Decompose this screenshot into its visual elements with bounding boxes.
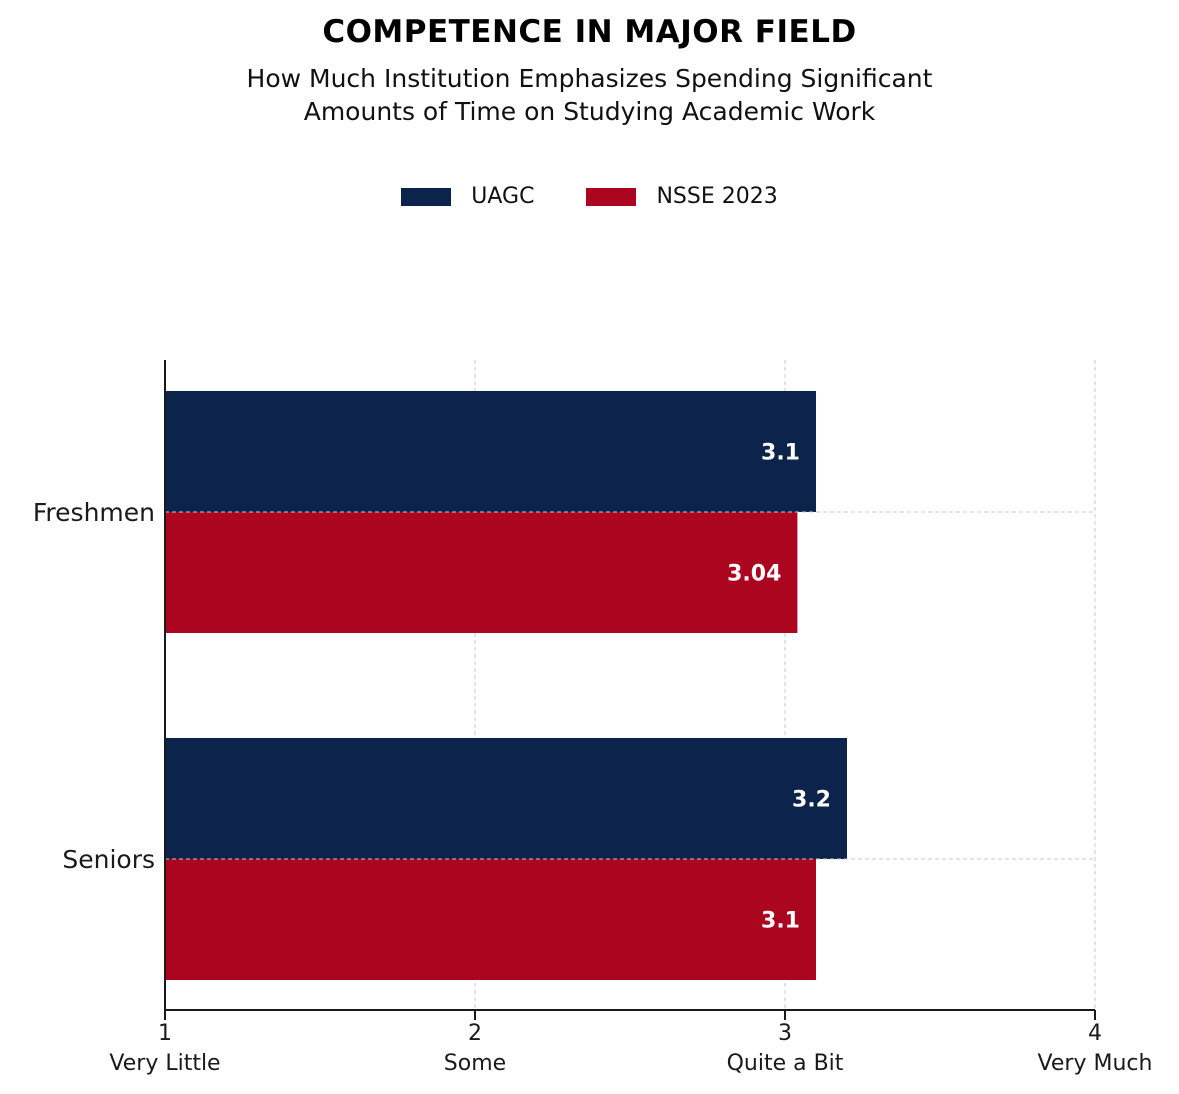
chart-legend: UAGC NSSE 2023	[0, 184, 1179, 209]
bar-nsse-2023-freshmen	[165, 512, 798, 633]
bar-uagc-seniors	[165, 738, 847, 859]
chart-title: COMPETENCE IN MAJOR FIELD	[322, 14, 857, 50]
chart-subtitle: How Much Institution Emphasizes Spending…	[0, 62, 1179, 128]
bar-nsse-2023-seniors	[165, 859, 816, 980]
x-tick-label: 3	[778, 1021, 792, 1046]
data-label: 3.1	[761, 441, 800, 466]
bar-uagc-freshmen	[165, 391, 816, 512]
data-label: 3.04	[727, 562, 781, 587]
data-label: 3.2	[792, 788, 831, 813]
x-tick-sublabel: Some	[444, 1051, 506, 1076]
subtitle-line-1: How Much Institution Emphasizes Spending…	[246, 64, 933, 93]
x-tick-label: 1	[158, 1021, 172, 1046]
subtitle-line-2: Amounts of Time on Studying Academic Wor…	[303, 97, 876, 126]
data-label: 3.1	[761, 909, 800, 934]
legend-swatch-uagc	[401, 187, 452, 206]
y-tick-label-freshmen: Freshmen	[33, 498, 155, 527]
x-tick-sublabel: Quite a Bit	[727, 1051, 844, 1076]
legend-label-uagc: UAGC	[471, 184, 535, 209]
x-tick-sublabel: Very Much	[1038, 1051, 1153, 1076]
legend-item-uagc: UAGC	[401, 184, 534, 209]
x-tick-label: 2	[468, 1021, 482, 1046]
legend-item-nsse: NSSE 2023	[586, 184, 778, 209]
x-tick-sublabel: Very Little	[109, 1051, 220, 1076]
legend-label-nsse: NSSE 2023	[656, 184, 778, 209]
y-tick-label-seniors: Seniors	[62, 845, 155, 874]
legend-swatch-nsse	[586, 187, 637, 206]
x-tick-label: 4	[1088, 1021, 1102, 1046]
